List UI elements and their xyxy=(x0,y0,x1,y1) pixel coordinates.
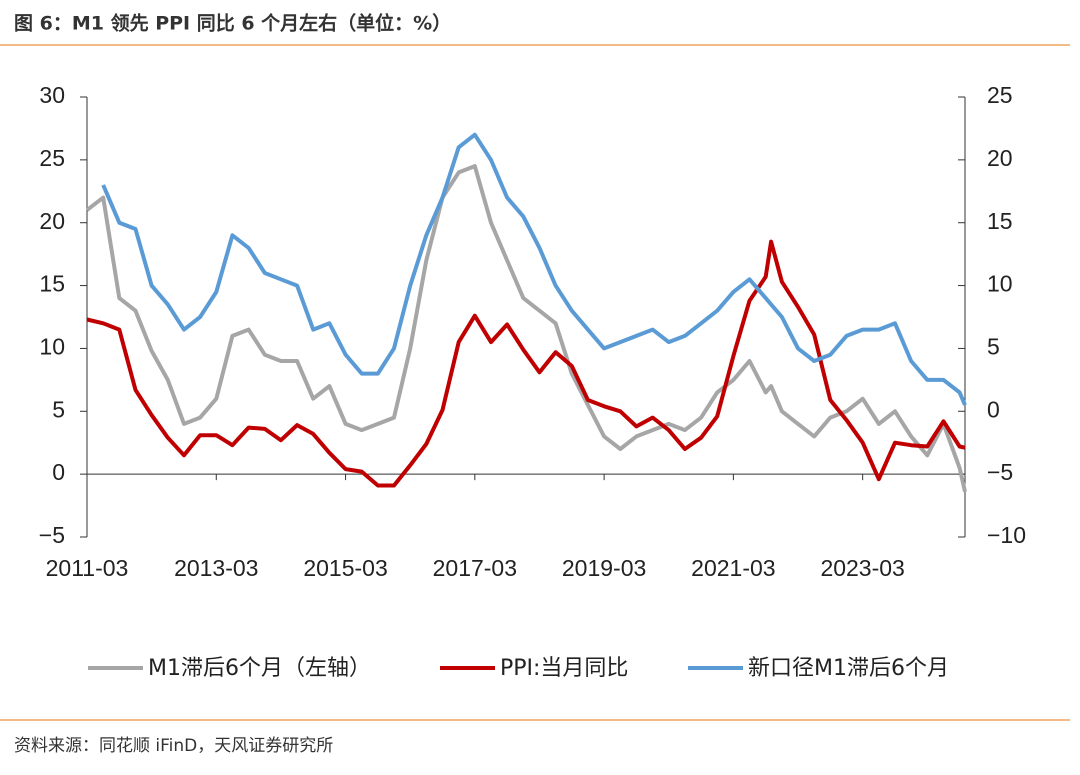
y-tick-label: −5 xyxy=(39,522,65,548)
x-tick-label: 2023-03 xyxy=(820,555,904,581)
x-tick-label: 2015-03 xyxy=(303,555,387,581)
y-tick-label: 30 xyxy=(39,82,65,108)
x-tick-label: 2011-03 xyxy=(46,555,129,581)
x-tick-label: 2017-03 xyxy=(433,555,517,581)
y2-tick-label: 5 xyxy=(987,334,1000,360)
y-tick-label: 10 xyxy=(39,334,65,360)
y-tick-label: 20 xyxy=(39,208,65,234)
x-tick-label: 2021-03 xyxy=(691,555,775,581)
y2-tick-label: 0 xyxy=(987,396,1000,422)
series-line xyxy=(86,239,966,488)
y2-tick-label: 20 xyxy=(987,145,1013,171)
y2-tick-label: 25 xyxy=(987,82,1013,108)
y2-tick-label: −10 xyxy=(987,522,1026,548)
y2-tick-label: 10 xyxy=(987,271,1013,297)
series-line xyxy=(101,132,967,406)
y-tick-label: 25 xyxy=(39,145,65,171)
legend-label: M1滞后6个月（左轴） xyxy=(148,656,371,681)
chart-title: 图 6：M1 领先 PPI 同比 6 个月左右（单位：%） xyxy=(14,12,451,35)
series-line xyxy=(85,164,967,493)
y2-tick-label: 15 xyxy=(987,208,1013,234)
y2-tick-label: −5 xyxy=(987,459,1013,485)
y-tick-label: 15 xyxy=(39,271,65,297)
y-tick-label: 0 xyxy=(52,459,65,485)
x-tick-label: 2019-03 xyxy=(562,555,646,581)
source-note: 资料来源：同花顺 iFinD，天风证券研究所 xyxy=(14,736,333,756)
y-tick-label: 5 xyxy=(52,396,65,422)
legend-label: PPI:当月同比 xyxy=(500,656,628,681)
legend-label: 新口径M1滞后6个月 xyxy=(748,656,949,681)
x-tick-label: 2013-03 xyxy=(174,555,258,581)
